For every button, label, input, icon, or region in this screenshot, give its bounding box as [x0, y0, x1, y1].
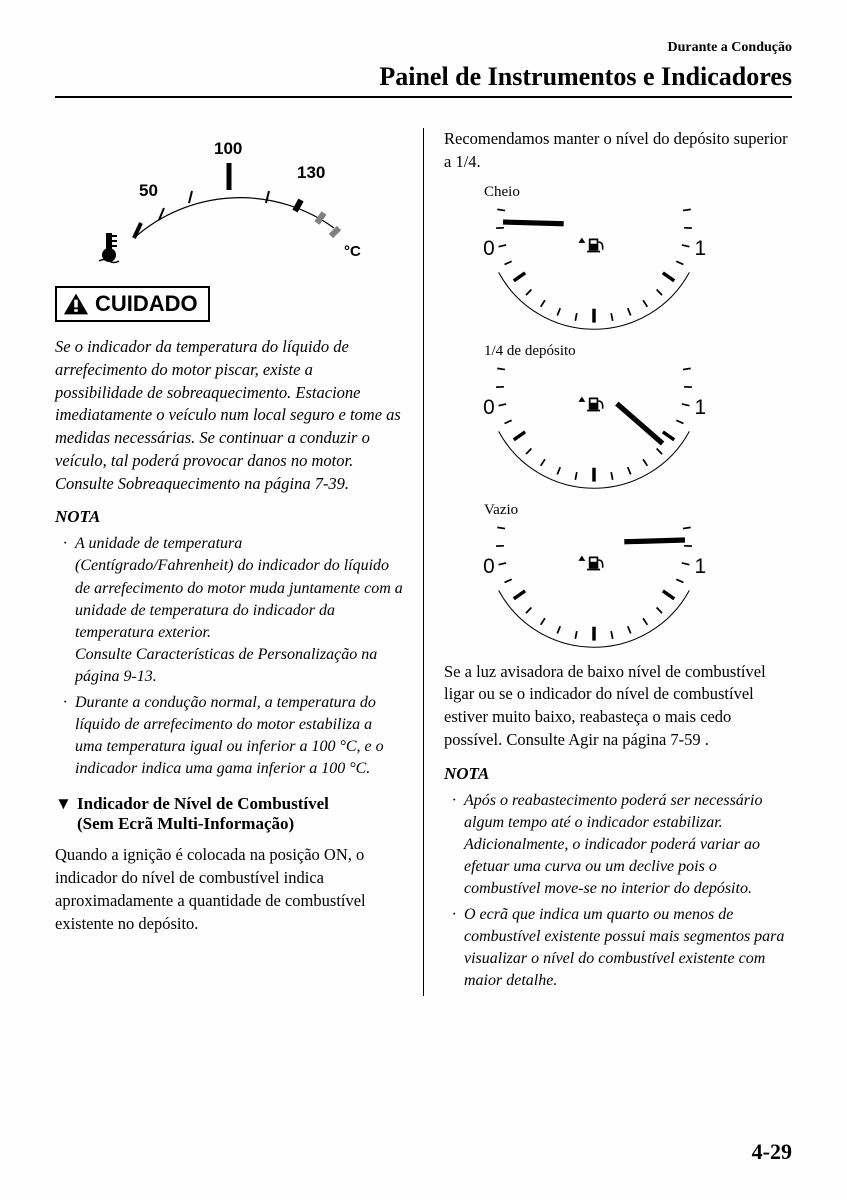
right-column: Recomendamos manter o nível do depósito … [444, 128, 792, 996]
warn-text: Se a luz avisadora de baixo nível de com… [444, 661, 792, 752]
caution-text: Se o indicador da temperatura do líquido… [55, 336, 403, 473]
svg-text:130: 130 [297, 163, 325, 182]
svg-text:°C: °C [344, 243, 361, 260]
page-title: Painel de Instrumentos e Indicadores [55, 62, 792, 92]
column-divider [423, 128, 424, 996]
caution-label: CUIDADO [95, 291, 198, 317]
gauge-label: 1/4 de depósito [484, 343, 792, 360]
caution-text-2: Consulte Sobreaquecimento na página 7-39… [55, 473, 403, 496]
temperature-gauge: 50 100 130 °C [79, 128, 379, 268]
left-column: 50 100 130 °C CUIDADO Se o indicador da … [55, 128, 403, 996]
nota-heading-left: NOTA [55, 507, 403, 527]
svg-text:1: 1 [695, 396, 707, 419]
nota-item: · Durante a condução normal, a temperatu… [55, 692, 403, 780]
svg-text:0: 0 [483, 396, 495, 419]
warning-icon [63, 292, 89, 316]
gauge-label: Vazio [484, 502, 792, 519]
header: Durante a Condução [55, 40, 792, 56]
section-label: Durante a Condução [55, 40, 792, 56]
nota-item: · Após o reabastecimento poderá ser nece… [444, 790, 792, 900]
svg-text:1: 1 [695, 555, 707, 578]
fuel-intro: Quando a ignição é colocada na posição O… [55, 844, 403, 935]
nota-heading-right: NOTA [444, 764, 792, 784]
svg-text:0: 0 [483, 237, 495, 260]
svg-text:0: 0 [483, 555, 495, 578]
recommend-text: Recomendamos manter o nível do depósito … [444, 128, 792, 174]
page-number: 4-29 [752, 1139, 792, 1165]
fuel-gauge: Cheio 0 1 [444, 184, 792, 333]
gauge-label: Cheio [484, 184, 792, 201]
svg-text:50: 50 [139, 181, 158, 200]
nota-item: · A unidade de temperatura (Centígrado/F… [55, 533, 403, 688]
title-rule [55, 96, 792, 98]
fuel-gauge: 1/4 de depósito 0 1 [444, 343, 792, 492]
caution-box: CUIDADO [55, 286, 210, 322]
svg-text:1: 1 [695, 237, 707, 260]
fuel-subheading: ▼ Indicador de Nível de Combustível (Sem… [55, 794, 403, 834]
fuel-gauge: Vazio 0 1 [444, 502, 792, 651]
svg-text:100: 100 [214, 139, 242, 158]
nota-item: · O ecrã que indica um quarto ou menos d… [444, 904, 792, 992]
